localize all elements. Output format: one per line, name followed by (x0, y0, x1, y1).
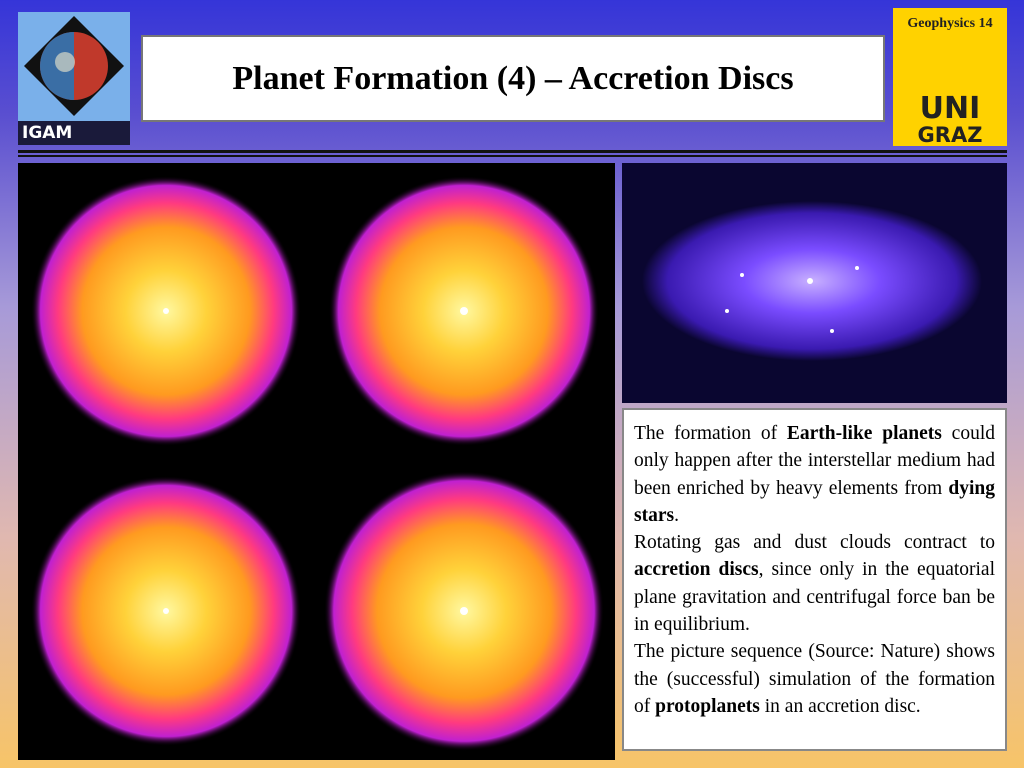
bold-text: dying stars (634, 477, 995, 526)
text: , since only in the equatorial plane gra… (634, 559, 995, 636)
course-label: Geophysics 14 (907, 16, 993, 31)
paragraph: Rotating gas and dust clouds contract to… (634, 529, 995, 638)
paragraph: The formation of Earth-like planets coul… (634, 420, 995, 529)
simulation-image (18, 163, 615, 760)
text: in an accretion disc. (759, 695, 921, 717)
igam-logo: IGAM (18, 12, 130, 145)
uni-graz-logo: Geophysics 14 UNI GRAZ (893, 8, 1007, 146)
accretion-disc-image (622, 163, 1007, 403)
paragraph: The picture sequence (Source: Nature) sh… (634, 638, 995, 720)
text: could only happen after the interstellar… (634, 423, 995, 499)
text: . (674, 504, 679, 526)
divider (18, 155, 1007, 157)
bold-text: Earth-like planets (786, 423, 942, 444)
text: Rotating gas and dust clouds contract to (634, 532, 995, 554)
logo-text: IGAM (18, 121, 130, 145)
text-box: The formation of Earth-like planets coul… (622, 408, 1007, 751)
logo-graphic (24, 16, 124, 116)
text: The picture sequence (Source: Nature) sh… (634, 641, 995, 717)
bold-text: accretion discs (634, 559, 759, 581)
logo-text: UNI (919, 91, 981, 126)
title-box: Planet Formation (4) – Accretion Discs (141, 35, 885, 122)
slide-title: Planet Formation (4) – Accretion Discs (232, 59, 794, 97)
logo-text: GRAZ (917, 123, 983, 147)
divider (18, 150, 1007, 153)
text: The formation of (634, 423, 787, 444)
bold-text: protoplanets (655, 695, 760, 717)
